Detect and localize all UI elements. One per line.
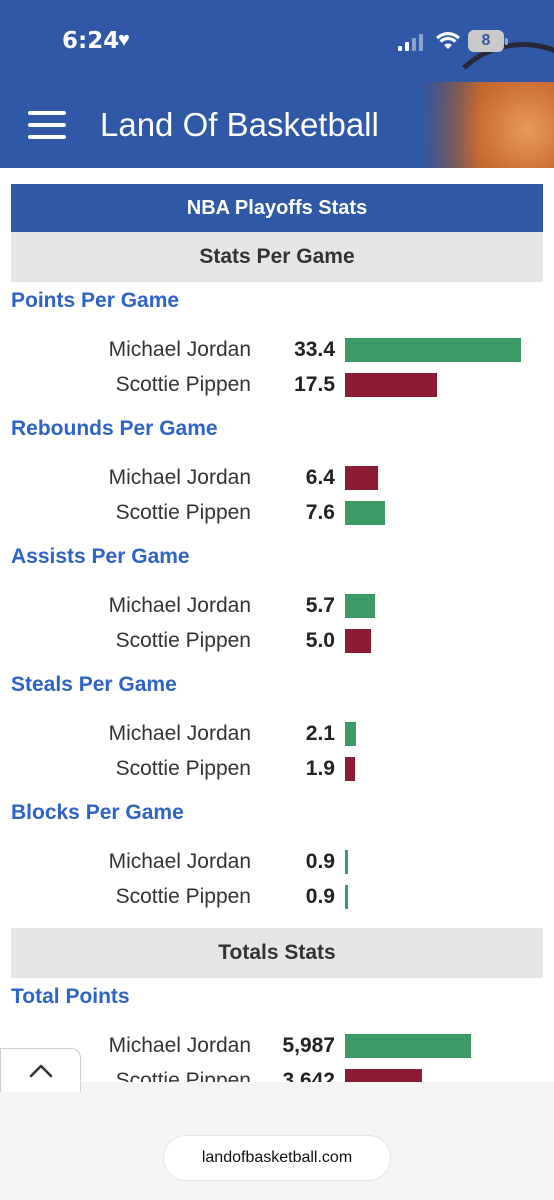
stat-value: 0.9: [305, 885, 335, 908]
player-row: Michael Jordan 5,987: [11, 1032, 543, 1064]
player-name: Michael Jordan: [108, 338, 251, 361]
stat-bar: [345, 373, 437, 397]
comparison-rows: Michael Jordan 6.4 Scottie Pippen 7.6: [11, 450, 543, 542]
stat-value: 2.1: [305, 722, 335, 745]
stat-bar: [345, 850, 348, 874]
stat-bar: [345, 501, 385, 525]
stat-title[interactable]: Rebounds Per Game: [11, 417, 218, 440]
stat-bar: [345, 757, 355, 781]
player-name: Scottie Pippen: [115, 629, 251, 652]
comparison-rows: Michael Jordan 5.7 Scottie Pippen 5.0: [11, 578, 543, 670]
stat-block: Assists Per Game Michael Jordan 5.7 Scottie…: [11, 542, 543, 670]
player-row: Michael Jordan 2.1: [11, 720, 543, 752]
player-row: Scottie Pippen 17.5: [11, 371, 543, 403]
stat-bar: [345, 629, 371, 653]
player-name: Scottie Pippen: [115, 757, 251, 780]
stat-value: 5.7: [305, 594, 335, 617]
player-name: Michael Jordan: [108, 850, 251, 873]
site-header: 6:24 ♥ 8 Land Of Basketball: [0, 0, 554, 168]
site-title[interactable]: Land Of Basketball: [100, 106, 379, 143]
stat-bar: [345, 466, 378, 490]
stat-bar: [345, 338, 521, 362]
stat-bar: [345, 594, 375, 618]
stat-title[interactable]: Blocks Per Game: [11, 801, 184, 824]
player-row: Michael Jordan 5.7: [11, 592, 543, 624]
stat-title[interactable]: Total Points: [11, 985, 130, 1008]
stat-value: 0.9: [305, 850, 335, 873]
stat-bar: [345, 885, 348, 909]
player-name: Michael Jordan: [108, 722, 251, 745]
stat-block: Steals Per Game Michael Jordan 2.1 Scottie …: [11, 670, 543, 798]
stat-bar: [345, 1034, 471, 1058]
player-name: Scottie Pippen: [115, 885, 251, 908]
battery-icon: 8: [468, 30, 508, 52]
player-name: Michael Jordan: [108, 594, 251, 617]
stat-value: 7.6: [305, 501, 335, 524]
playoffs-banner: NBA Playoffs Stats: [11, 184, 543, 232]
stats-content: NBA Playoffs Stats Stats Per Game Points…: [11, 184, 543, 1110]
hamburger-menu-icon[interactable]: [28, 111, 68, 141]
player-row: Scottie Pippen 7.6: [11, 499, 543, 531]
stat-value: 5,987: [282, 1034, 335, 1057]
player-name: Scottie Pippen: [115, 373, 251, 396]
stat-title[interactable]: Points Per Game: [11, 289, 180, 312]
stat-value: 6.4: [305, 466, 335, 489]
per-game-stats: Points Per Game Michael Jordan 33.4 Scottie…: [11, 282, 543, 926]
player-name: Scottie Pippen: [115, 501, 251, 524]
section-heading: Totals Stats: [11, 928, 543, 978]
player-name: Michael Jordan: [108, 466, 251, 489]
player-row: Scottie Pippen 1.9: [11, 755, 543, 787]
player-row: Scottie Pippen 5.0: [11, 627, 543, 659]
stat-bar: [345, 722, 356, 746]
stat-value: 5.0: [305, 629, 335, 652]
stat-block: Rebounds Per Game Michael Jordan 6.4 Scotti…: [11, 414, 543, 542]
comparison-rows: Michael Jordan 2.1 Scottie Pippen 1.9: [11, 706, 543, 798]
player-row: Scottie Pippen 0.9: [11, 883, 543, 915]
stat-title[interactable]: Assists Per Game: [11, 545, 190, 568]
comparison-rows: Michael Jordan 33.4 Scottie Pippen 17.5: [11, 322, 543, 414]
stat-title[interactable]: Steals Per Game: [11, 673, 177, 696]
cellular-signal-icon: [398, 33, 424, 51]
stat-block: Points Per Game Michael Jordan 33.4 Scottie…: [11, 286, 543, 414]
stat-value: 1.9: [305, 757, 335, 780]
address-bar[interactable]: landofbasketball.com: [164, 1136, 390, 1180]
basketball-image: [420, 42, 554, 168]
player-row: Michael Jordan 0.9: [11, 848, 543, 880]
status-time: 6:24: [62, 28, 120, 54]
comparison-rows: Michael Jordan 0.9 Scottie Pippen 0.9: [11, 834, 543, 926]
heart-icon: ♥: [118, 29, 130, 51]
stat-value: 33.4: [294, 338, 335, 361]
stat-value: 17.5: [294, 373, 335, 396]
player-name: Michael Jordan: [108, 1034, 251, 1057]
stat-block: Blocks Per Game Michael Jordan 0.9 Scottie …: [11, 798, 543, 926]
wifi-icon: [436, 32, 460, 49]
chevron-up-icon: [29, 1064, 53, 1078]
scroll-to-top-button[interactable]: [0, 1048, 81, 1092]
player-row: Michael Jordan 33.4: [11, 336, 543, 368]
section-heading: Stats Per Game: [11, 232, 543, 282]
player-row: Michael Jordan 6.4: [11, 464, 543, 496]
